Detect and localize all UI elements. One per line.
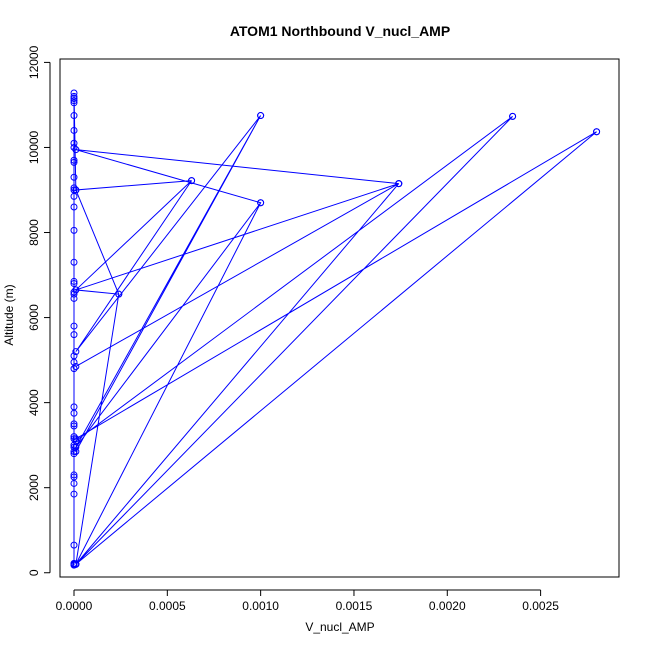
y-tick-label: 2000 — [27, 474, 41, 501]
data-point — [72, 286, 80, 294]
data-point — [509, 112, 517, 120]
data-point — [70, 322, 78, 330]
data-point — [70, 89, 78, 97]
data-point — [70, 203, 78, 211]
data-point — [188, 177, 196, 185]
data-point — [70, 288, 78, 296]
data-point — [395, 180, 403, 188]
data-point — [70, 422, 78, 430]
data-point — [72, 560, 80, 568]
data-point — [257, 199, 265, 207]
data-point — [70, 92, 78, 100]
y-tick-label: 12000 — [27, 45, 41, 79]
y-axis: 0 2000 4000 6000 8000 10000 12000 — [27, 45, 51, 576]
data-point — [72, 437, 80, 445]
data-point — [70, 403, 78, 411]
data-point — [70, 443, 78, 451]
data-point — [70, 143, 78, 151]
data-point — [70, 156, 78, 164]
data-point — [70, 280, 78, 288]
data-point — [70, 97, 78, 105]
data-point — [70, 290, 78, 298]
data-point — [70, 471, 78, 479]
x-tick-label: 0.0025 — [522, 599, 559, 613]
x-axis: 0.0000 0.0005 0.0010 0.0015 0.0020 0.0025 — [56, 589, 559, 613]
plot-frame — [59, 58, 620, 578]
data-point — [70, 258, 78, 266]
data-point — [70, 352, 78, 360]
data-point — [70, 277, 78, 285]
chart-title: ATOM1 Northbound V_nucl_AMP — [230, 23, 450, 39]
data-point — [70, 435, 78, 443]
data-point — [72, 448, 80, 456]
data-point — [70, 541, 78, 549]
x-tick-label: 0.0015 — [336, 599, 373, 613]
data-point — [70, 186, 78, 194]
data-point — [70, 158, 78, 166]
data-point — [72, 435, 80, 443]
y-axis-label: Altitude (m) — [2, 284, 16, 345]
y-tick-label: 4000 — [27, 389, 41, 416]
data-point — [70, 184, 78, 192]
x-tick-label: 0.0000 — [56, 599, 93, 613]
x-tick-label: 0.0005 — [149, 599, 186, 613]
data-point — [72, 362, 80, 370]
data-point — [70, 112, 78, 120]
data-point — [70, 433, 78, 441]
data-point — [72, 146, 80, 154]
data-point — [70, 473, 78, 481]
data-point — [115, 290, 123, 298]
data-point — [70, 420, 78, 428]
x-tick-label: 0.0010 — [242, 599, 279, 613]
data-point — [593, 128, 601, 136]
data-point — [70, 139, 78, 147]
data-point — [70, 490, 78, 498]
data-point — [70, 126, 78, 134]
y-tick-label: 10000 — [27, 130, 41, 164]
y-tick-label: 6000 — [27, 304, 41, 331]
data-point — [70, 173, 78, 181]
data-point — [257, 112, 265, 120]
data-point — [72, 348, 80, 356]
data-point — [70, 226, 78, 234]
y-tick-label: 0 — [27, 569, 41, 576]
x-axis-label: V_nucl_AMP — [305, 620, 374, 634]
y-tick-label: 8000 — [27, 219, 41, 246]
series-layer — [70, 89, 601, 569]
data-point — [70, 331, 78, 339]
x-tick-label: 0.0020 — [429, 599, 466, 613]
data-point — [72, 186, 80, 194]
